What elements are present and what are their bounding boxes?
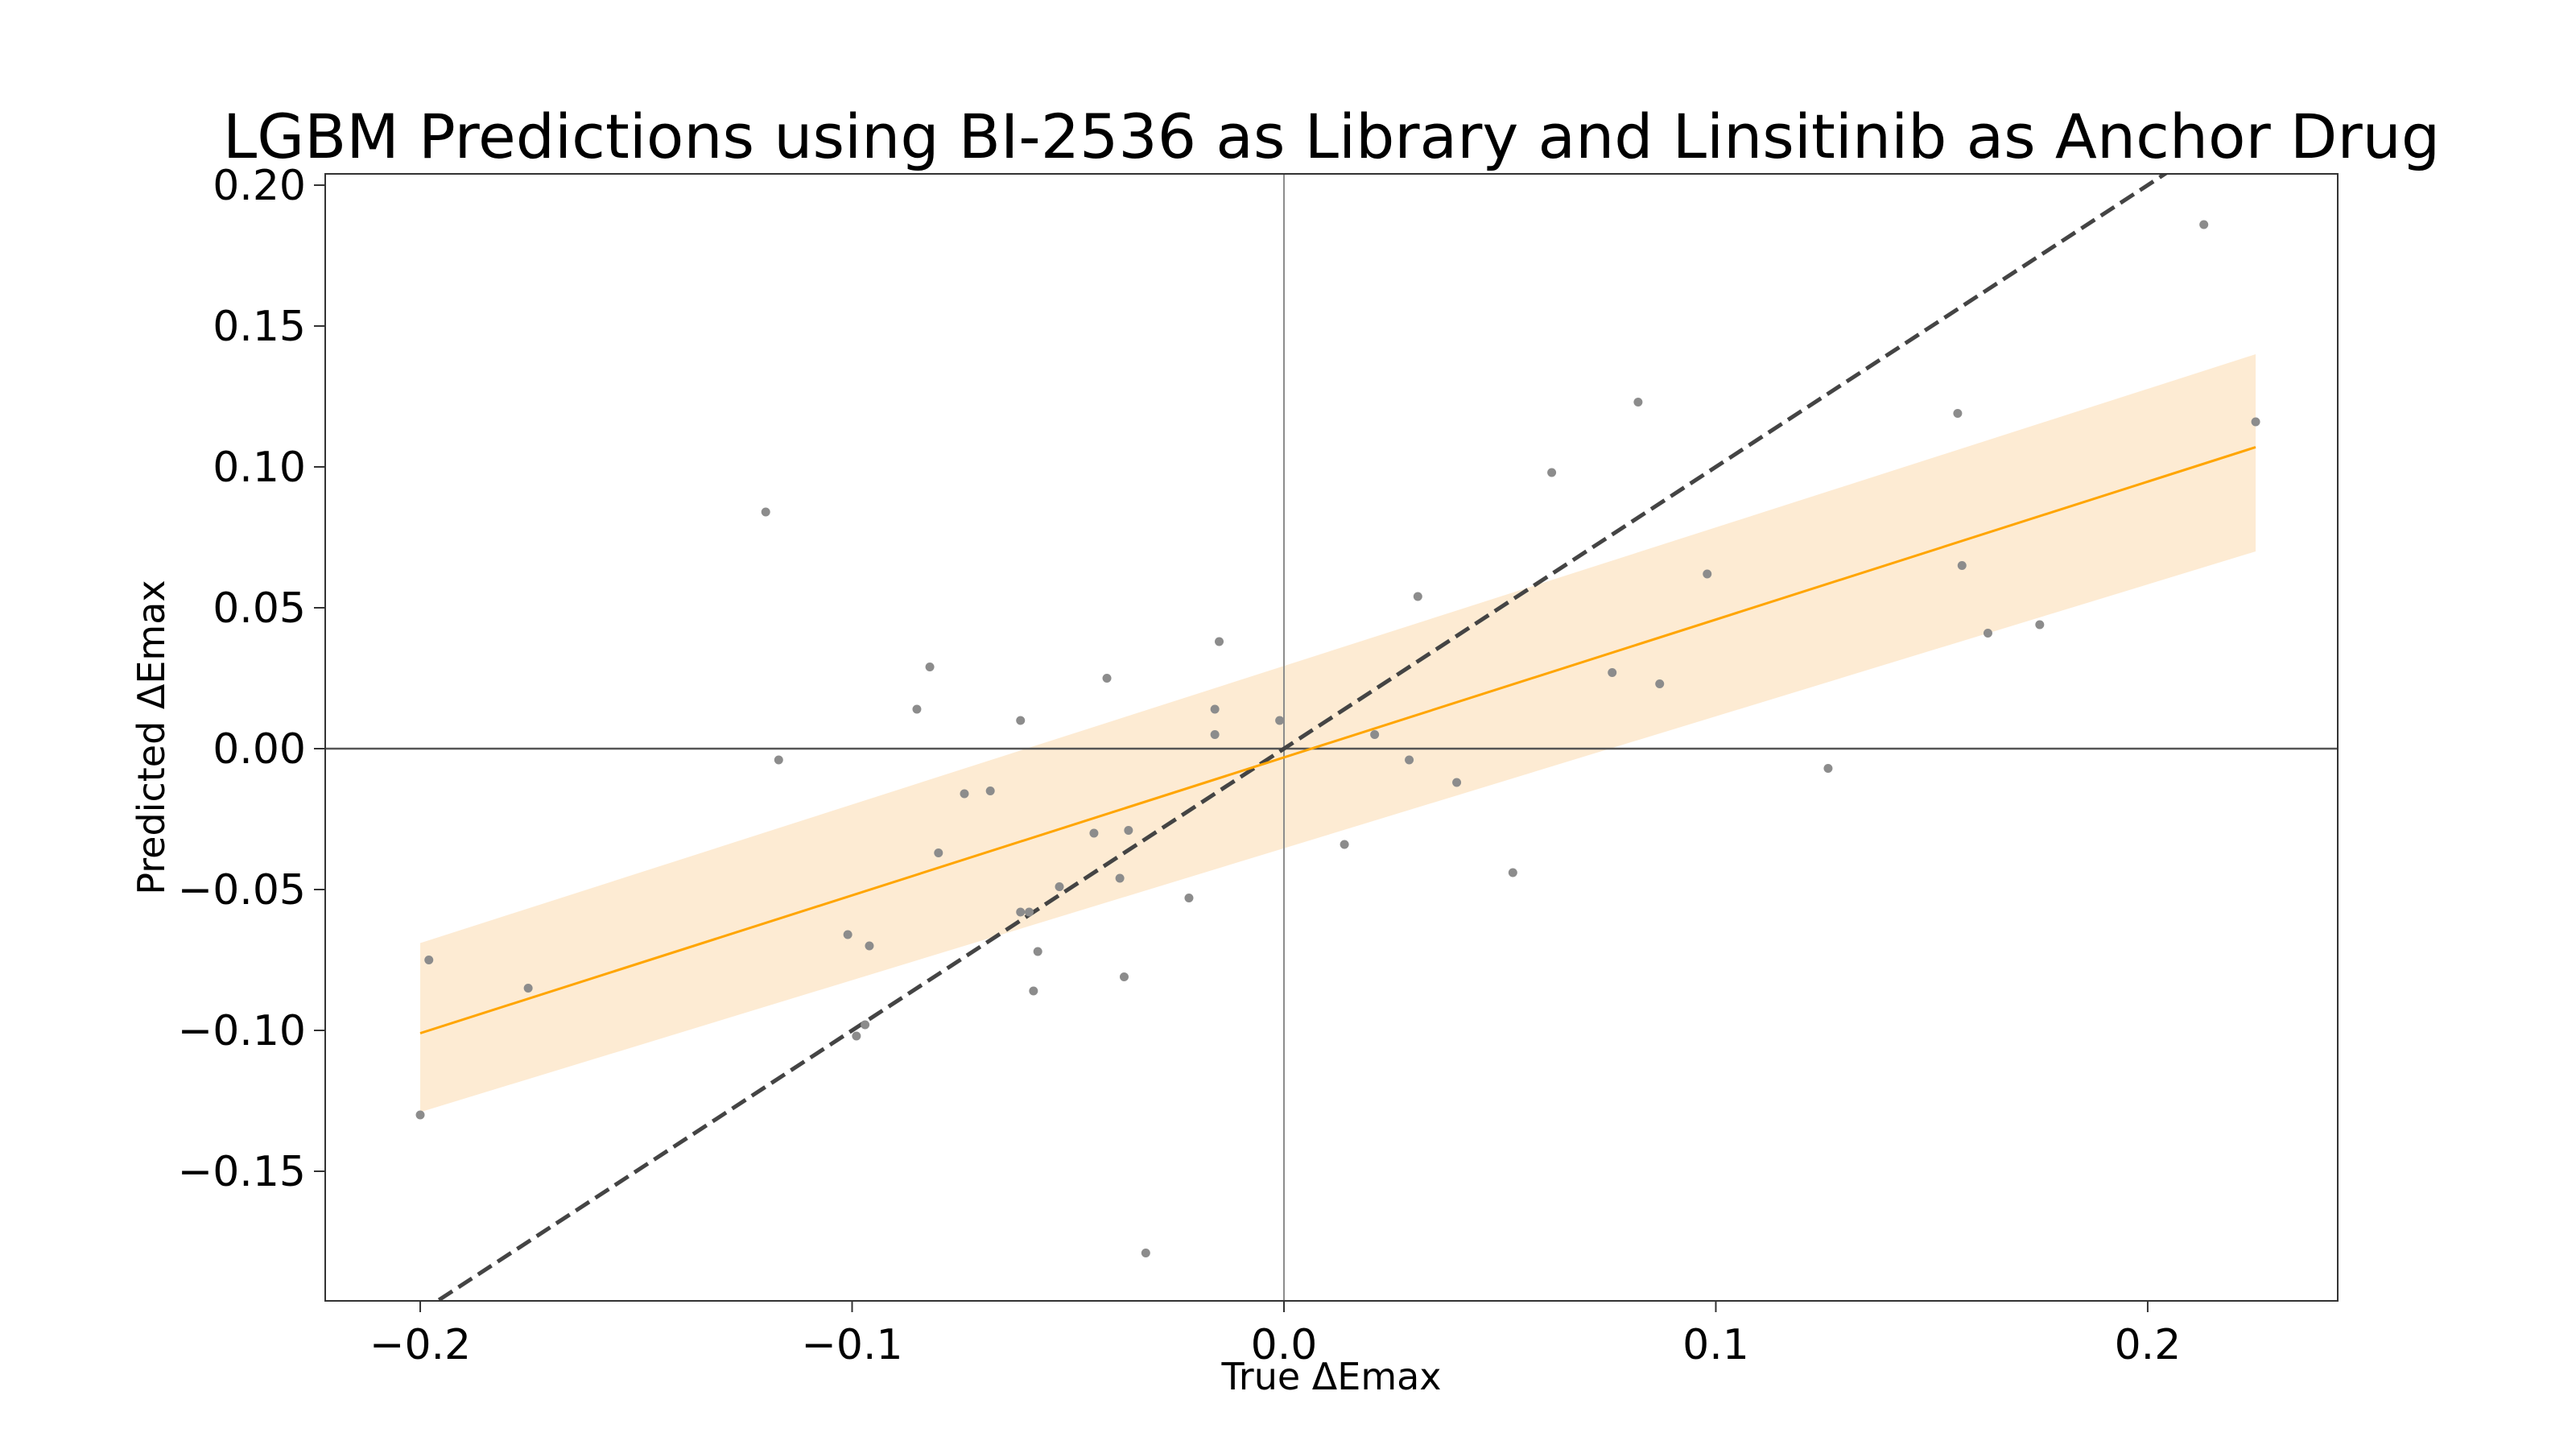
y-tick-label: 0.20 — [213, 162, 306, 210]
data-points-layer — [415, 220, 2260, 1257]
data-point — [1124, 826, 1133, 835]
data-point — [985, 786, 995, 795]
plot-area — [325, 174, 2338, 1301]
data-point — [1370, 730, 1380, 739]
y-tick-label: 0.05 — [213, 584, 306, 633]
data-point — [1633, 398, 1643, 407]
data-point — [1405, 755, 1414, 765]
data-point — [934, 848, 943, 857]
data-point — [1210, 704, 1220, 714]
data-point — [1608, 668, 1617, 677]
confidence-band-layer — [420, 354, 2256, 1113]
data-point — [1215, 637, 1224, 646]
y-tick-label: 0.10 — [213, 444, 306, 492]
data-point — [1823, 764, 1833, 773]
data-point — [1016, 716, 1026, 725]
data-point — [1957, 561, 1967, 570]
data-point — [2035, 620, 2045, 630]
y-tick-label: 0.15 — [213, 303, 306, 351]
data-point — [1275, 716, 1285, 725]
data-point — [1452, 778, 1462, 787]
y-tick-label: −0.05 — [178, 866, 306, 914]
x-axis-label: True ΔEmax — [1220, 1355, 1441, 1398]
data-point — [1089, 828, 1099, 838]
data-point — [1953, 409, 1963, 418]
data-point — [925, 663, 935, 671]
y-axis-ticks: −0.15 −0.10 −0.05 0.00 0.05 0.10 0.15 0.20 — [178, 162, 325, 1196]
data-point — [1024, 907, 1034, 917]
data-point — [1703, 569, 1712, 579]
regression-line — [419, 446, 2256, 1034]
y-axis-label: Predicted ΔEmax — [130, 580, 173, 894]
data-point — [415, 1110, 425, 1120]
x-tick-label: −0.2 — [369, 1321, 471, 1369]
data-point — [861, 1020, 870, 1030]
data-point — [960, 789, 969, 799]
y-tick-label: 0.00 — [213, 725, 306, 774]
data-point — [1340, 840, 1349, 849]
data-point — [424, 956, 434, 964]
data-point — [865, 941, 874, 951]
data-point — [1141, 1249, 1150, 1257]
x-tick-label: −0.1 — [801, 1321, 902, 1369]
data-point — [1210, 730, 1220, 739]
x-tick-label: 0.1 — [1682, 1321, 1749, 1369]
identity-line — [433, 174, 2169, 1301]
data-point — [843, 930, 852, 939]
data-point — [1413, 592, 1422, 601]
data-point — [1055, 882, 1064, 891]
plot-frame — [324, 173, 2339, 1302]
x-tick-label: 0.2 — [2115, 1321, 2182, 1369]
data-point — [1983, 629, 1992, 638]
y-tick-label: −0.10 — [178, 1007, 306, 1055]
y-tick-label: −0.15 — [178, 1148, 306, 1196]
data-point — [1655, 679, 1665, 688]
x-axis-ticks: −0.2 −0.1 0.0 0.1 0.2 — [369, 1301, 2181, 1369]
data-point — [1102, 674, 1112, 683]
data-point — [912, 704, 922, 714]
data-point — [1115, 873, 1125, 883]
data-point — [2199, 220, 2209, 229]
confidence-band — [420, 354, 2256, 1113]
data-point — [2251, 417, 2260, 427]
data-point — [761, 507, 770, 517]
data-point — [1184, 894, 1194, 902]
data-point — [1547, 468, 1557, 477]
data-point — [1016, 907, 1026, 917]
data-point — [774, 755, 783, 765]
x-tick-label: 0.0 — [1251, 1321, 1318, 1369]
data-point — [1508, 868, 1517, 877]
data-point — [523, 984, 533, 993]
data-point — [1119, 972, 1129, 981]
data-point — [1033, 947, 1042, 956]
data-point — [852, 1031, 861, 1041]
reference-lines-layer — [325, 174, 2338, 1301]
data-point — [1029, 986, 1038, 996]
regression-line-layer — [419, 446, 2256, 1034]
chart-title: LGBM Predictions using BI-2536 as Librar… — [223, 101, 2440, 172]
